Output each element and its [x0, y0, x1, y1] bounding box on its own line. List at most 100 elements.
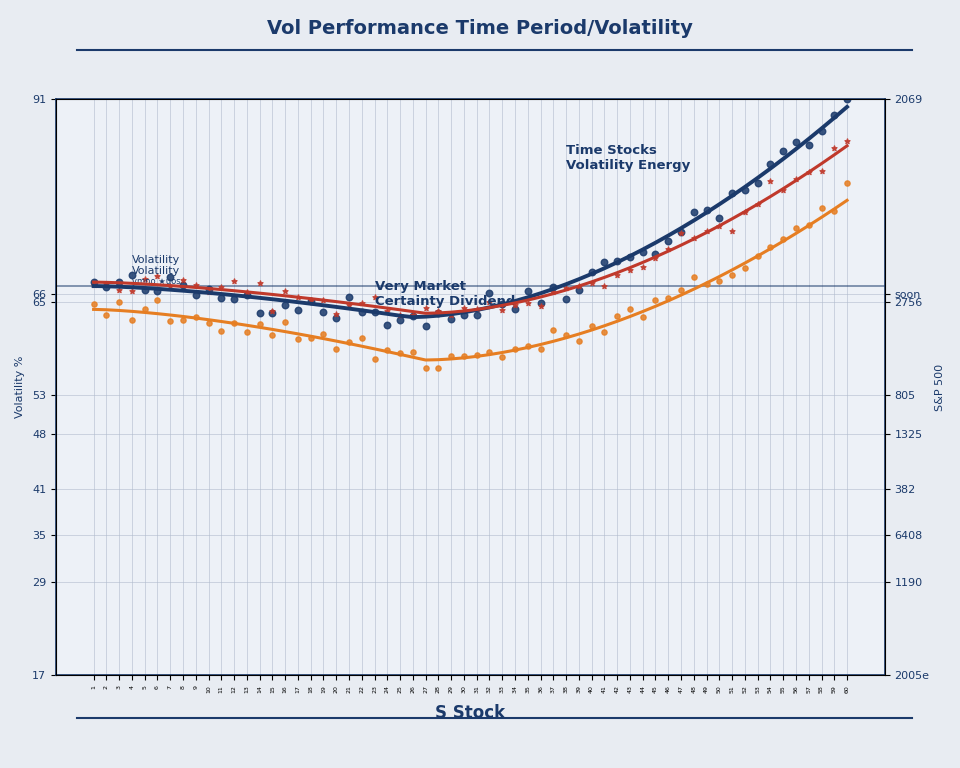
Point — [239, 286, 254, 298]
Point — [303, 294, 319, 306]
Point — [316, 306, 331, 319]
Point — [456, 309, 471, 321]
Point — [469, 303, 485, 315]
Point — [252, 306, 267, 319]
Point — [176, 279, 191, 291]
Point — [277, 299, 293, 311]
Point — [201, 316, 216, 329]
Point — [482, 286, 497, 299]
Point — [431, 306, 446, 319]
Point — [597, 326, 612, 338]
Point — [137, 303, 153, 315]
Point — [328, 312, 344, 324]
Point — [252, 277, 267, 290]
Point — [839, 93, 854, 105]
Point — [227, 316, 242, 329]
Y-axis label: S&P 500: S&P 500 — [935, 364, 945, 411]
Point — [827, 109, 842, 121]
Point — [648, 248, 663, 260]
Point — [686, 271, 702, 283]
Point — [673, 284, 688, 296]
Point — [699, 225, 714, 237]
Point — [290, 304, 305, 316]
Point — [559, 329, 574, 341]
Point — [801, 166, 816, 178]
Point — [99, 310, 114, 322]
Point — [393, 314, 408, 326]
Point — [379, 344, 395, 356]
Point — [85, 279, 101, 291]
Point — [405, 309, 420, 321]
Point — [648, 294, 663, 306]
Point — [545, 286, 561, 298]
Point — [188, 290, 204, 302]
Point — [99, 277, 114, 290]
Point — [111, 296, 127, 308]
Point — [494, 351, 510, 363]
Point — [636, 261, 651, 273]
Point — [290, 290, 305, 303]
Point — [379, 305, 395, 317]
Point — [379, 319, 395, 331]
Point — [507, 299, 522, 311]
Point — [660, 292, 676, 304]
Point — [188, 311, 204, 323]
Point — [150, 270, 165, 283]
Point — [111, 276, 127, 288]
Point — [277, 316, 293, 328]
Point — [610, 269, 625, 281]
Point — [711, 275, 727, 287]
Point — [520, 296, 536, 309]
Point — [737, 262, 753, 274]
Text: Volatility
Volatility: Volatility Volatility — [132, 255, 180, 276]
Point — [124, 270, 139, 282]
Point — [507, 303, 522, 316]
Point — [737, 206, 753, 218]
Point — [725, 187, 740, 200]
Point — [725, 224, 740, 237]
Point — [827, 204, 842, 217]
Point — [214, 281, 229, 293]
Point — [162, 315, 178, 327]
Point — [469, 349, 485, 361]
Point — [559, 282, 574, 294]
Point — [252, 318, 267, 330]
Point — [469, 309, 485, 321]
Point — [763, 157, 779, 170]
Point — [533, 300, 548, 313]
Point — [405, 310, 420, 323]
Point — [545, 323, 561, 336]
Point — [405, 346, 420, 359]
Point — [239, 326, 254, 338]
Point — [494, 303, 510, 316]
Point — [316, 327, 331, 339]
Point — [150, 284, 165, 296]
Point — [393, 309, 408, 321]
Point — [763, 175, 779, 187]
Point — [750, 197, 765, 210]
Point — [673, 227, 688, 240]
Point — [776, 144, 791, 157]
Point — [277, 284, 293, 296]
Point — [290, 333, 305, 345]
Point — [150, 294, 165, 306]
Point — [176, 314, 191, 326]
Text: Very Market
Certainty Dividend: Very Market Certainty Dividend — [374, 280, 515, 309]
Point — [660, 243, 676, 255]
Point — [686, 206, 702, 218]
Point — [124, 285, 139, 297]
Point — [85, 276, 101, 288]
Point — [418, 362, 433, 374]
Point — [176, 274, 191, 286]
Point — [610, 310, 625, 323]
Point — [507, 343, 522, 355]
Point — [814, 165, 829, 177]
Point — [801, 139, 816, 151]
Point — [597, 257, 612, 269]
Point — [622, 251, 637, 263]
Point — [520, 285, 536, 297]
Point — [214, 292, 229, 304]
Point — [520, 339, 536, 352]
Point — [711, 212, 727, 224]
Y-axis label: Volatility %: Volatility % — [15, 356, 25, 419]
